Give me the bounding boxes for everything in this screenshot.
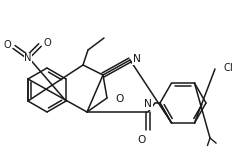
Text: N: N [144,99,152,109]
Text: O: O [43,38,51,48]
Text: O: O [115,94,123,104]
Text: N: N [24,53,32,63]
Text: O: O [3,40,11,50]
Text: O: O [138,135,146,145]
Text: Cl: Cl [223,63,233,73]
Text: N: N [133,54,141,64]
